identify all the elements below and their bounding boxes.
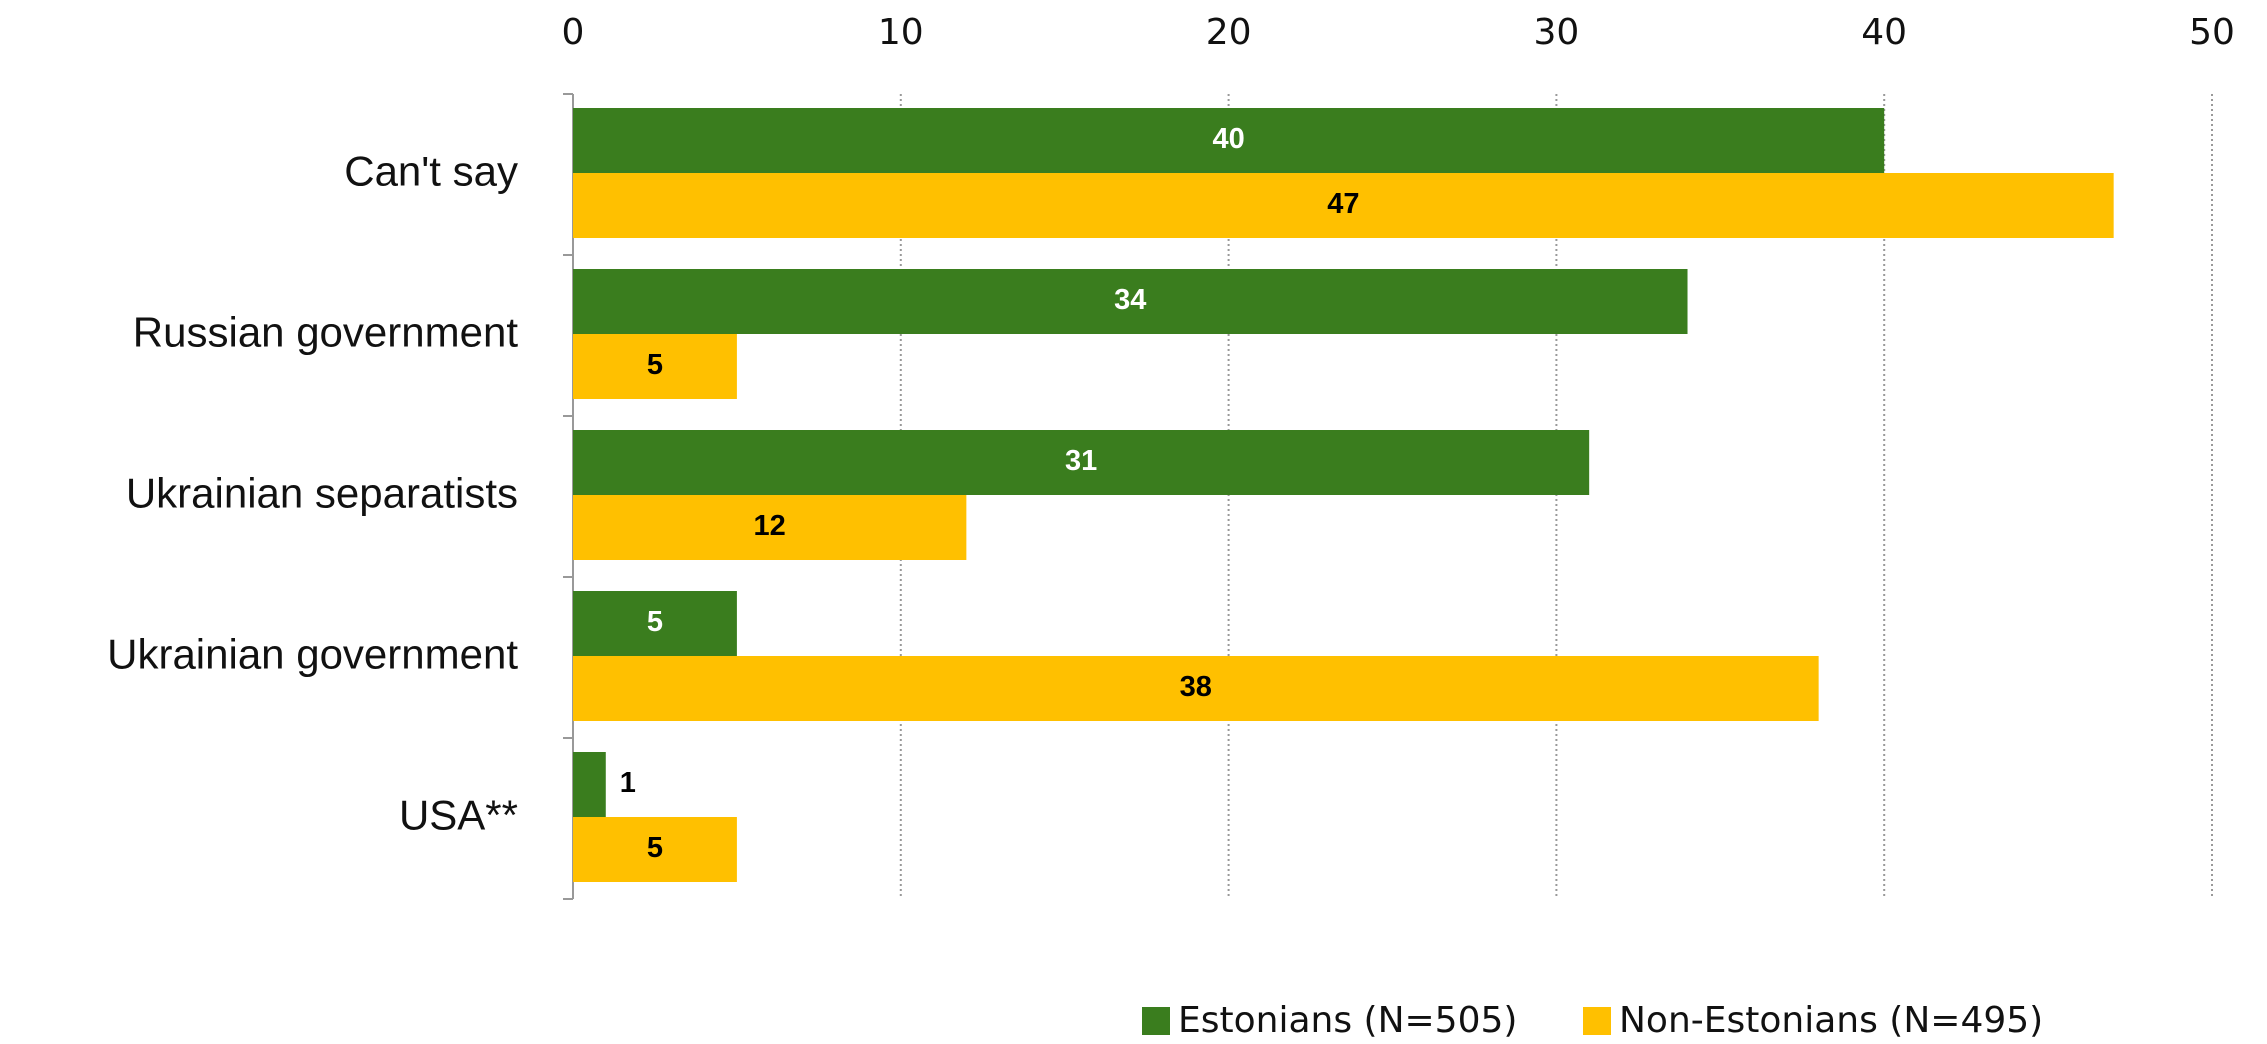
data-label: 34 [1114,284,1146,316]
x-tick-label: 10 [878,12,924,53]
x-tick-label: 30 [1533,12,1579,53]
legend-label: Estonians (N=505) [1178,1000,1517,1041]
bar [573,334,737,399]
bar [573,173,2114,238]
y-tick-label: USA** [399,792,518,839]
data-label: 31 [1065,445,1097,477]
bar [573,269,1688,334]
bar [573,495,967,560]
bar [573,591,737,656]
data-label: 40 [1212,123,1244,155]
legend-label: Non-Estonians (N=495) [1619,1000,2043,1041]
data-label: 5 [647,606,663,638]
bar [573,817,737,882]
legend-swatch [1142,1007,1170,1035]
bar [573,108,1885,173]
x-tick-label: 0 [562,12,585,53]
y-tick-label: Ukrainian separatists [126,470,518,517]
data-label: 38 [1180,671,1212,703]
bar [573,430,1590,495]
x-tick-label: 40 [1861,12,1907,53]
data-label: 12 [754,510,786,542]
data-label: 5 [647,832,663,864]
data-label: 47 [1327,188,1359,220]
data-label: 5 [647,349,663,381]
x-tick-label: 20 [1206,12,1252,53]
data-label: 1 [620,767,636,799]
y-tick-label: Ukrainian government [107,631,518,678]
bar [573,656,1819,721]
x-tick-label: 50 [2189,12,2235,53]
legend-swatch [1583,1007,1611,1035]
y-tick-label: Russian government [133,309,519,356]
y-tick-label: Can't say [344,148,518,195]
bar [573,752,606,817]
